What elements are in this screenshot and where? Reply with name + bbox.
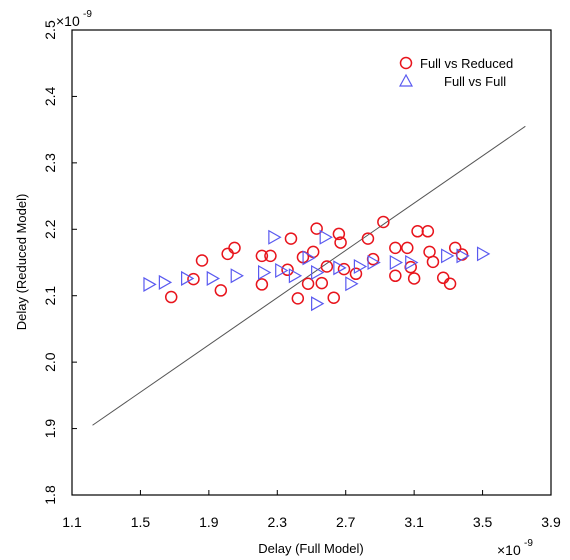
point-full-vs-reduced — [255, 278, 269, 291]
x-tick-label: 1.9 — [199, 514, 219, 530]
point-full-vs-reduced — [411, 225, 424, 238]
y-tick-label: 1.8 — [42, 485, 58, 505]
point-full-vs-reduced — [448, 241, 462, 255]
y-axis-title: Delay (Reduced Model) — [14, 194, 29, 331]
point-full-vs-reduced — [301, 277, 315, 291]
point-full-vs-reduced — [306, 245, 320, 259]
point-full-vs-full — [143, 276, 157, 292]
plot-frame — [71, 29, 552, 496]
point-full-vs-reduced — [264, 249, 277, 263]
x-axis-title: Delay (Full Model) — [258, 541, 363, 556]
x-tick-label: 2.3 — [268, 514, 288, 530]
legend-label-full-vs-full: Full vs Full — [444, 74, 506, 89]
y-tick-label: 2.0 — [42, 352, 58, 372]
x-multiplier-exponent: -9 — [524, 538, 533, 549]
point-full-vs-reduced — [334, 236, 347, 249]
point-full-vs-full — [230, 268, 244, 284]
point-full-vs-reduced — [195, 254, 209, 267]
point-full-vs-reduced — [389, 241, 402, 255]
point-full-vs-full — [158, 274, 173, 290]
point-full-vs-full — [345, 276, 359, 292]
x-axis-multiplier: ×10 -9 — [497, 538, 533, 558]
point-full-vs-reduced — [320, 260, 334, 273]
point-full-vs-full — [333, 260, 347, 276]
x-tick-label: 3.1 — [404, 514, 424, 530]
point-full-vs-reduced — [361, 232, 375, 245]
point-full-vs-full — [476, 246, 491, 262]
point-full-vs-full — [181, 270, 195, 286]
point-full-vs-reduced — [164, 290, 178, 304]
point-full-vs-reduced — [187, 272, 200, 286]
point-full-vs-reduced — [407, 272, 421, 285]
data-points — [143, 215, 491, 312]
point-full-vs-reduced — [404, 260, 417, 274]
point-full-vs-full — [302, 250, 316, 266]
point-full-vs-reduced — [255, 249, 269, 263]
x-tick-label: 1.1 — [62, 514, 82, 530]
point-full-vs-full — [441, 248, 455, 264]
point-full-vs-reduced — [401, 241, 414, 255]
legend-circle-marker — [399, 56, 413, 70]
point-full-vs-full — [258, 264, 272, 280]
point-full-vs-full — [275, 262, 289, 278]
x-tick-label: 3.5 — [473, 514, 493, 530]
point-full-vs-reduced — [327, 291, 340, 304]
point-full-vs-full — [268, 229, 282, 245]
point-full-vs-full — [319, 229, 333, 245]
x-tick-label: 2.7 — [336, 514, 356, 530]
y-tick-label: 2.1 — [42, 286, 58, 306]
point-full-vs-reduced — [221, 247, 234, 261]
point-full-vs-full — [367, 254, 381, 271]
y-tick-label: 1.9 — [42, 419, 58, 439]
legend: Full vs Reduced Full vs Full — [398, 56, 513, 89]
x-multiplier-base: ×10 — [497, 542, 521, 558]
point-full-vs-reduced — [214, 284, 228, 297]
point-full-vs-reduced — [315, 276, 329, 290]
point-full-vs-reduced — [337, 262, 351, 276]
point-full-vs-reduced — [228, 241, 241, 255]
point-full-vs-full — [288, 268, 303, 284]
y-tick-label: 2.3 — [42, 153, 58, 173]
reference-line-group — [92, 125, 526, 426]
point-full-vs-reduced — [436, 271, 450, 285]
y-axis-ticks: 1.8 1.9 2.0 2.1 2.2 2.3 2.4 2.5 — [42, 20, 77, 505]
y-tick-label: 2.4 — [42, 86, 58, 106]
point-full-vs-full — [405, 254, 419, 271]
point-full-vs-reduced — [349, 267, 363, 281]
point-full-vs-reduced — [389, 269, 402, 283]
point-full-vs-reduced — [443, 277, 457, 291]
point-full-vs-full — [456, 248, 470, 264]
point-full-vs-reduced — [281, 263, 294, 277]
point-full-vs-reduced — [284, 232, 298, 245]
point-full-vs-full — [206, 270, 220, 286]
y-multiplier-base: ×10 — [56, 13, 80, 29]
point-full-vs-reduced — [310, 222, 323, 235]
point-full-vs-reduced — [332, 227, 346, 241]
point-full-vs-full — [311, 264, 325, 280]
legend-label-full-vs-reduced: Full vs Reduced — [420, 56, 513, 71]
x-tick-label: 3.9 — [541, 514, 561, 530]
point-full-vs-reduced — [291, 292, 305, 305]
y-tick-label: 2.5 — [42, 20, 58, 40]
point-full-vs-full — [353, 258, 368, 275]
point-full-vs-reduced — [426, 255, 440, 269]
y-tick-label: 2.2 — [42, 219, 58, 239]
y-axis-multiplier: ×10 -9 — [56, 9, 92, 29]
point-full-vs-reduced — [421, 225, 435, 238]
reference-line — [92, 125, 526, 426]
x-axis-ticks: 1.1 1.5 1.9 2.3 2.7 3.1 3.5 3.9 — [62, 490, 561, 530]
y-multiplier-exponent: -9 — [83, 9, 92, 20]
legend-triangle-marker — [398, 73, 414, 87]
point-full-vs-full — [311, 296, 325, 312]
point-full-vs-full — [389, 254, 404, 271]
point-full-vs-reduced — [377, 215, 390, 229]
x-tick-label: 1.5 — [131, 514, 151, 530]
